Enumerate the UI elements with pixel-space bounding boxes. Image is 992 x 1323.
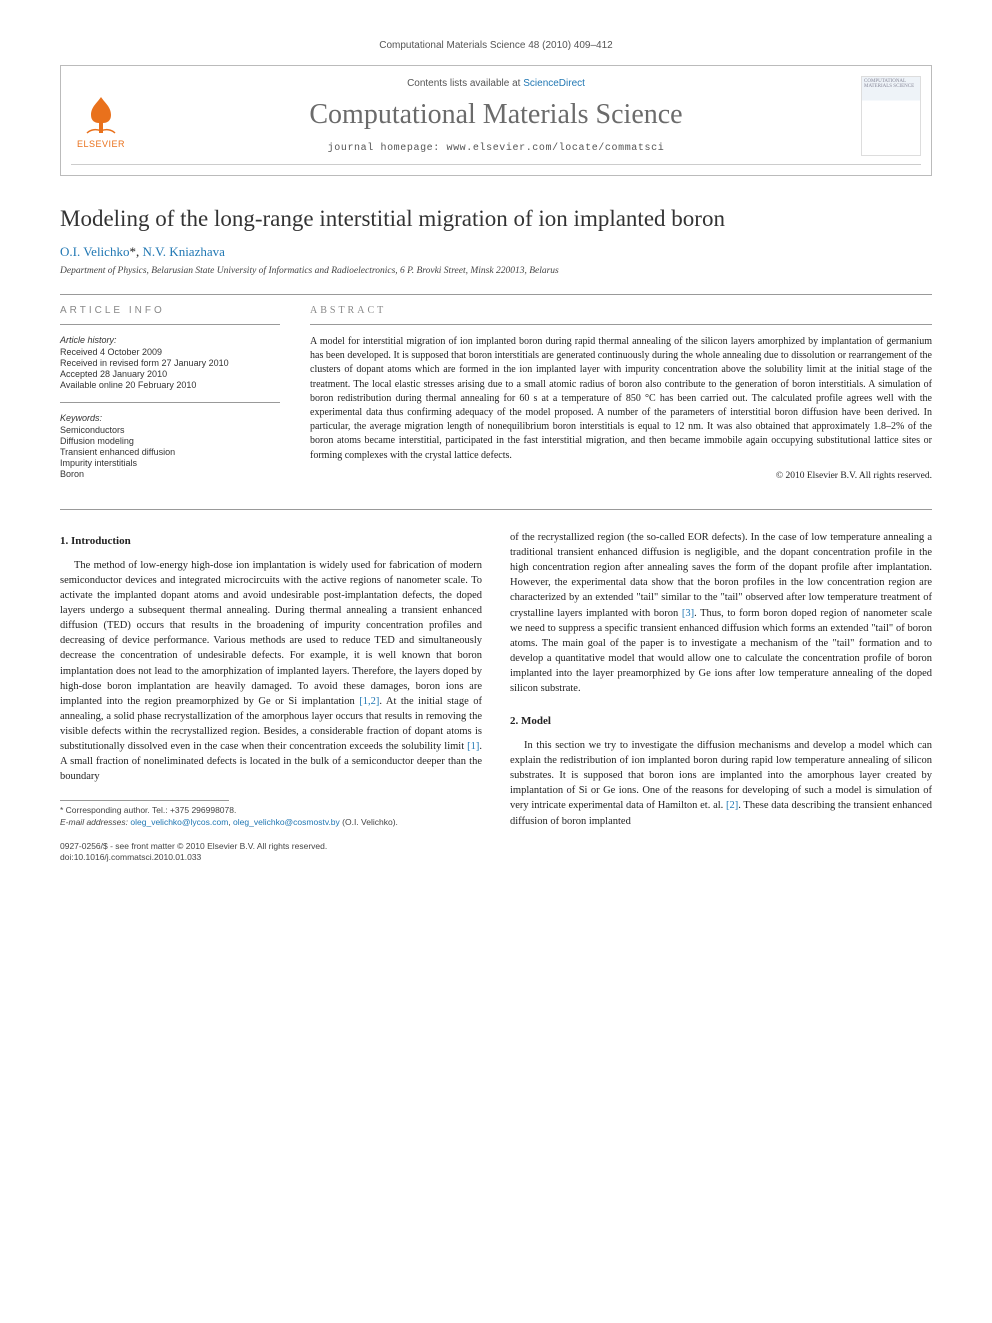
rule-top <box>60 294 932 295</box>
homepage-url: www.elsevier.com/locate/commatsci <box>446 143 664 154</box>
cite-link[interactable]: [2] <box>726 800 738 811</box>
date-online: Available online 20 February 2010 <box>60 380 280 390</box>
sciencedirect-link[interactable]: ScienceDirect <box>523 78 585 89</box>
author-list: O.I. Velichko*, N.V. Kniazhava <box>60 244 932 260</box>
abstract-label: ABSTRACT <box>310 305 932 316</box>
email-line: E-mail addresses: oleg_velichko@lycos.co… <box>60 817 482 828</box>
article-info: ARTICLE INFO Article history: Received 4… <box>60 305 280 491</box>
publisher-block: ELSEVIER <box>71 83 131 149</box>
intro-para-cont: of the recrystallized region (the so-cal… <box>510 530 932 696</box>
affiliation: Department of Physics, Belarusian State … <box>60 266 932 276</box>
corresponding-author: * Corresponding author. Tel.: +375 29699… <box>60 805 482 816</box>
keyword: Impurity interstitials <box>60 458 280 468</box>
cite-link[interactable]: [1] <box>467 741 479 752</box>
date-revised: Received in revised form 27 January 2010 <box>60 358 280 368</box>
page-footer: 0927-0256/$ - see front matter © 2010 El… <box>60 841 932 864</box>
author-sep: *, <box>129 244 142 259</box>
body-columns: 1. Introduction The method of low-energy… <box>60 530 932 829</box>
history-label: Article history: <box>60 335 280 345</box>
text: The method of low-energy high-dose ion i… <box>60 560 482 707</box>
cite-link[interactable]: [1,2] <box>359 696 379 707</box>
journal-name: Computational Materials Science <box>141 99 851 131</box>
abstract-text: A model for interstitial migration of io… <box>310 335 932 463</box>
section-2-head: 2. Model <box>510 714 932 730</box>
intro-para: The method of low-energy high-dose ion i… <box>60 558 482 785</box>
footnotes: * Corresponding author. Tel.: +375 29699… <box>60 805 482 828</box>
rule-body <box>60 509 932 510</box>
homepage-label: journal homepage: <box>328 143 447 154</box>
cite-link[interactable]: [3] <box>682 608 694 619</box>
copyright: © 2010 Elsevier B.V. All rights reserved… <box>310 471 932 481</box>
article-title: Modeling of the long-range interstitial … <box>60 206 932 232</box>
text: of the recrystallized region (the so-cal… <box>510 532 932 619</box>
section-1-head: 1. Introduction <box>60 534 482 550</box>
email-label: E-mail addresses: <box>60 817 130 827</box>
running-head: Computational Materials Science 48 (2010… <box>60 40 932 51</box>
elsevier-logo: ELSEVIER <box>71 83 131 149</box>
keyword: Semiconductors <box>60 425 280 435</box>
email-tail: (O.I. Velichko). <box>340 817 398 827</box>
tree-icon <box>77 93 125 137</box>
footnote-rule <box>60 800 229 801</box>
keyword: Boron <box>60 469 280 479</box>
keyword: Diffusion modeling <box>60 436 280 446</box>
rule-abs <box>310 324 932 325</box>
column-right: of the recrystallized region (the so-cal… <box>510 530 932 829</box>
rule-kw <box>60 402 280 403</box>
date-received: Received 4 October 2009 <box>60 347 280 357</box>
email-link-1[interactable]: oleg_velichko@lycos.com <box>130 817 228 827</box>
text: . Thus, to form boron doped region of na… <box>510 608 932 695</box>
issn-line: 0927-0256/$ - see front matter © 2010 El… <box>60 841 932 852</box>
contents-prefix: Contents lists available at <box>407 78 523 89</box>
model-para: In this section we try to investigate th… <box>510 738 932 829</box>
journal-homepage: journal homepage: www.elsevier.com/locat… <box>141 143 851 154</box>
article-info-label: ARTICLE INFO <box>60 305 280 316</box>
email-link-2[interactable]: oleg_velichko@cosmostv.by <box>233 817 340 827</box>
author-link-1[interactable]: O.I. Velichko <box>60 244 129 259</box>
date-accepted: Accepted 28 January 2010 <box>60 369 280 379</box>
publisher-name: ELSEVIER <box>77 139 125 149</box>
doi-line: doi:10.1016/j.commatsci.2010.01.033 <box>60 852 932 863</box>
column-left: 1. Introduction The method of low-energy… <box>60 530 482 829</box>
journal-header: ELSEVIER Contents lists available at Sci… <box>60 65 932 176</box>
rule-info <box>60 324 280 325</box>
keywords-label: Keywords: <box>60 413 280 423</box>
keyword: Transient enhanced diffusion <box>60 447 280 457</box>
journal-cover-thumb: COMPUTATIONAL MATERIALS SCIENCE <box>861 76 921 156</box>
contents-line: Contents lists available at ScienceDirec… <box>141 78 851 89</box>
abstract-block: ABSTRACT A model for interstitial migrat… <box>310 305 932 491</box>
author-link-2[interactable]: N.V. Kniazhava <box>142 244 224 259</box>
